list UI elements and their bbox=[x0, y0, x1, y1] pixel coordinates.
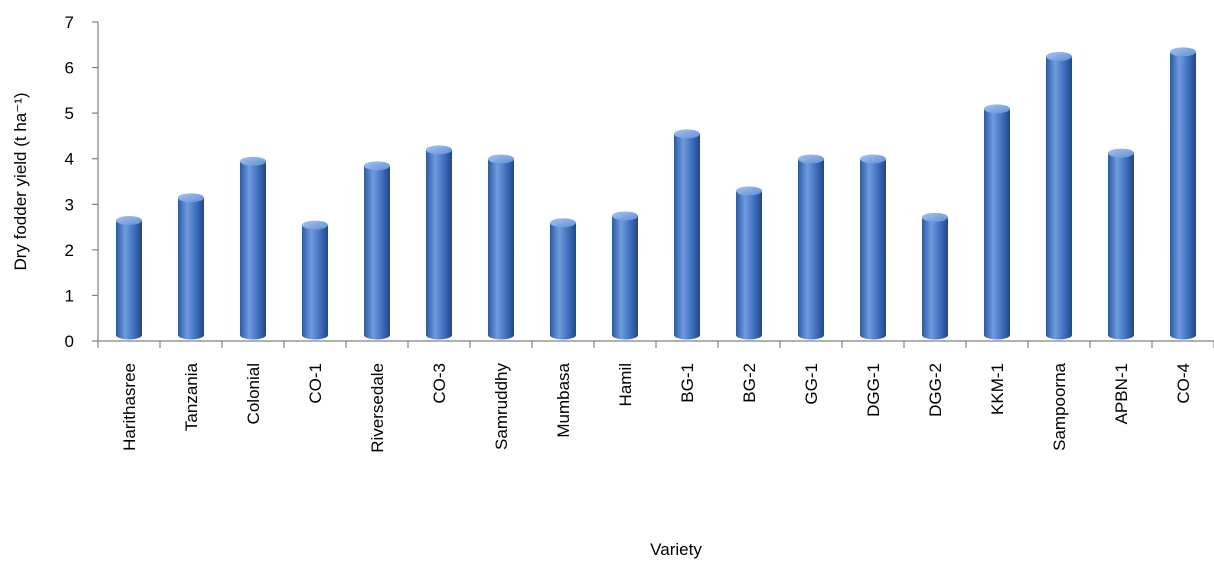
bar-cap bbox=[736, 186, 762, 196]
bar-body bbox=[240, 161, 266, 340]
bar-cap bbox=[922, 212, 948, 222]
bar-body bbox=[1108, 153, 1134, 340]
x-tick-label: CO-1 bbox=[306, 363, 325, 404]
bar-body bbox=[860, 158, 886, 340]
x-ticks: Harithasree Tanzania Colonial CO-1 Riverseda… bbox=[97, 341, 1214, 453]
bar-samruddhy bbox=[488, 154, 514, 340]
bar-riversedale bbox=[364, 161, 390, 340]
x-tick-label: KKM-1 bbox=[988, 363, 1007, 415]
bar-cap bbox=[798, 154, 824, 164]
x-tick-label: Hamil bbox=[616, 363, 635, 406]
y-tick-label: 7 bbox=[65, 13, 74, 32]
x-tick-label: Tanzania bbox=[182, 362, 201, 431]
bar-co-4 bbox=[1170, 47, 1196, 340]
bar-cap bbox=[984, 104, 1010, 114]
bar-body bbox=[364, 165, 390, 340]
bar-cap bbox=[364, 161, 390, 171]
bar-cap bbox=[612, 211, 638, 221]
x-tick-label: BG-2 bbox=[740, 363, 759, 403]
y-tick-label: 3 bbox=[65, 195, 74, 214]
bar-sampoorna bbox=[1046, 51, 1072, 340]
bar-cap bbox=[1108, 148, 1134, 158]
bar-bg-1 bbox=[674, 129, 701, 340]
x-tick-label: BG-1 bbox=[678, 363, 697, 403]
bar-body bbox=[736, 190, 762, 340]
x-tick-label: CO-4 bbox=[1174, 363, 1193, 404]
bar-harithasree bbox=[116, 216, 142, 340]
bar-body bbox=[550, 222, 576, 340]
bar-cap bbox=[550, 218, 576, 228]
bar-body bbox=[922, 217, 948, 340]
bar-mumbasa bbox=[550, 218, 576, 340]
bar-dgg-2 bbox=[922, 212, 948, 340]
bar-cap bbox=[860, 154, 886, 164]
bar-body bbox=[1046, 56, 1072, 340]
y-tick-label: 5 bbox=[65, 104, 74, 123]
bar-body bbox=[178, 197, 204, 340]
bar-body bbox=[116, 220, 142, 340]
y-tick-label: 0 bbox=[65, 332, 74, 351]
bar-cap bbox=[674, 129, 700, 139]
x-tick-label: DGG-1 bbox=[864, 363, 883, 417]
x-tick-label: APBN-1 bbox=[1112, 363, 1131, 424]
x-tick-label: Samruddhy bbox=[492, 363, 511, 450]
y-tick-label: 6 bbox=[65, 59, 74, 78]
bar-body bbox=[488, 158, 514, 340]
bar-cap bbox=[116, 216, 142, 226]
y-ticks: 0 1 2 3 4 5 6 7 bbox=[65, 13, 98, 351]
bar-body bbox=[426, 149, 452, 340]
bar-body bbox=[674, 133, 701, 340]
x-tick-label: Harithasree bbox=[120, 363, 139, 451]
x-axis-title: Variety bbox=[650, 540, 702, 559]
x-tick-label: Colonial bbox=[244, 363, 263, 424]
y-tick-label: 2 bbox=[65, 241, 74, 260]
y-tick-label: 4 bbox=[65, 150, 74, 169]
bar-co-1 bbox=[302, 220, 328, 340]
bar-cap bbox=[1170, 47, 1196, 57]
bar-cap bbox=[178, 193, 204, 203]
bar-co-3 bbox=[426, 145, 452, 340]
bar-kkm-1 bbox=[984, 104, 1010, 340]
x-tick-label: CO-3 bbox=[430, 363, 449, 404]
bar-tanzania bbox=[178, 193, 204, 340]
x-tick-label: DGG-2 bbox=[926, 363, 945, 417]
bar-cap bbox=[426, 145, 452, 155]
bar-body bbox=[612, 215, 638, 340]
bar-body bbox=[302, 225, 328, 340]
x-tick-label: Mumbasa bbox=[554, 362, 573, 437]
bar-gg-1 bbox=[798, 154, 824, 340]
y-axis-title: Dry fodder yield (t ha⁻¹) bbox=[11, 92, 30, 270]
bar-cap bbox=[1046, 51, 1072, 61]
bar-apbn-1 bbox=[1108, 148, 1134, 340]
bar-body bbox=[798, 158, 824, 340]
bar-body bbox=[1170, 51, 1196, 340]
bar-body bbox=[984, 108, 1010, 340]
bar-hamil bbox=[612, 211, 638, 340]
x-tick-label: Riversedale bbox=[368, 363, 387, 453]
bar-cap bbox=[240, 156, 266, 166]
bar-cap bbox=[488, 154, 514, 164]
bars bbox=[116, 47, 1196, 340]
x-tick-label: Sampoorna bbox=[1050, 362, 1069, 450]
x-tick-label: GG-1 bbox=[802, 363, 821, 405]
bar-bg-2 bbox=[736, 186, 762, 340]
bar-colonial bbox=[240, 156, 266, 340]
y-tick-label: 1 bbox=[65, 286, 74, 305]
bar-cap bbox=[302, 220, 328, 230]
bar-dgg-1 bbox=[860, 154, 886, 340]
